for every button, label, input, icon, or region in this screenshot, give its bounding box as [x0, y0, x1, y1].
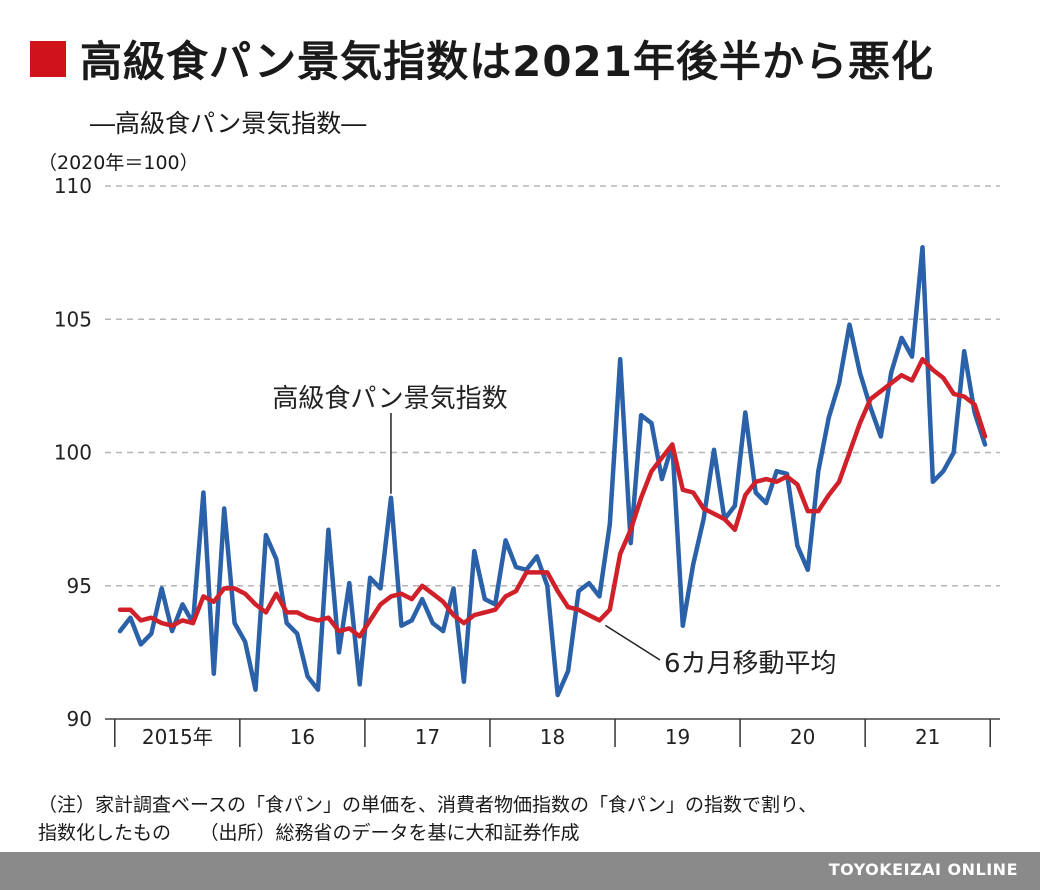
y-tick-label: 105: [54, 307, 92, 331]
y-tick-label: 90: [67, 707, 92, 731]
x-axis: 2015年 16 17 18 19 20 21: [105, 718, 1000, 749]
y-axis-unit: （2020年＝100）: [38, 152, 199, 174]
x-tick-label: 20: [790, 725, 815, 749]
annotations: 高級食パン景気指数 6カ月移動平均: [272, 384, 836, 679]
title-block: 高級食パン景気指数は2021年後半から悪化: [30, 28, 934, 89]
footer-credit: TOYOKEIZAI ONLINE: [828, 860, 1018, 879]
note-line-1: （注）家計調査ベースの「食パン」の単価を、消費者物価指数の「食パン」の指数で割り…: [38, 794, 818, 816]
x-tick-label: 18: [540, 725, 565, 749]
index-series-label: 高級食パン景気指数: [272, 384, 507, 414]
footer-bar: TOYOKEIZAI ONLINE: [0, 852, 1040, 890]
chart-subtitle: ―高級食パン景気指数―: [90, 109, 367, 138]
y-tick-label: 95: [67, 574, 92, 598]
series-label-leader: [604, 624, 661, 661]
y-tick-label: 110: [54, 174, 92, 198]
x-tick-label: 17: [415, 725, 440, 749]
line-chart: 90 95 100 105 110 2015年 16 17 18 19 20 21 高級食パン景気指…: [54, 174, 1000, 749]
chart-title: 高級食パン景気指数は2021年後半から悪化: [80, 37, 934, 86]
index-series-line: [117, 245, 988, 698]
note-line-2: 指数化したもの （出所）総務省のデータを基に大和証券作成: [38, 822, 580, 844]
y-tick-label: 100: [54, 441, 92, 465]
x-tick-label: 21: [915, 725, 940, 749]
moving-average-series-label: 6カ月移動平均: [664, 649, 837, 679]
x-tick-label: 2015年: [142, 725, 213, 749]
title-red-square-icon: [30, 40, 66, 77]
series-lines: [117, 245, 988, 698]
x-tick-label: 16: [290, 725, 315, 749]
moving-average-series-line: [117, 356, 988, 639]
y-tick-labels: 90 95 100 105 110: [54, 174, 92, 731]
x-tick-label: 19: [665, 725, 690, 749]
